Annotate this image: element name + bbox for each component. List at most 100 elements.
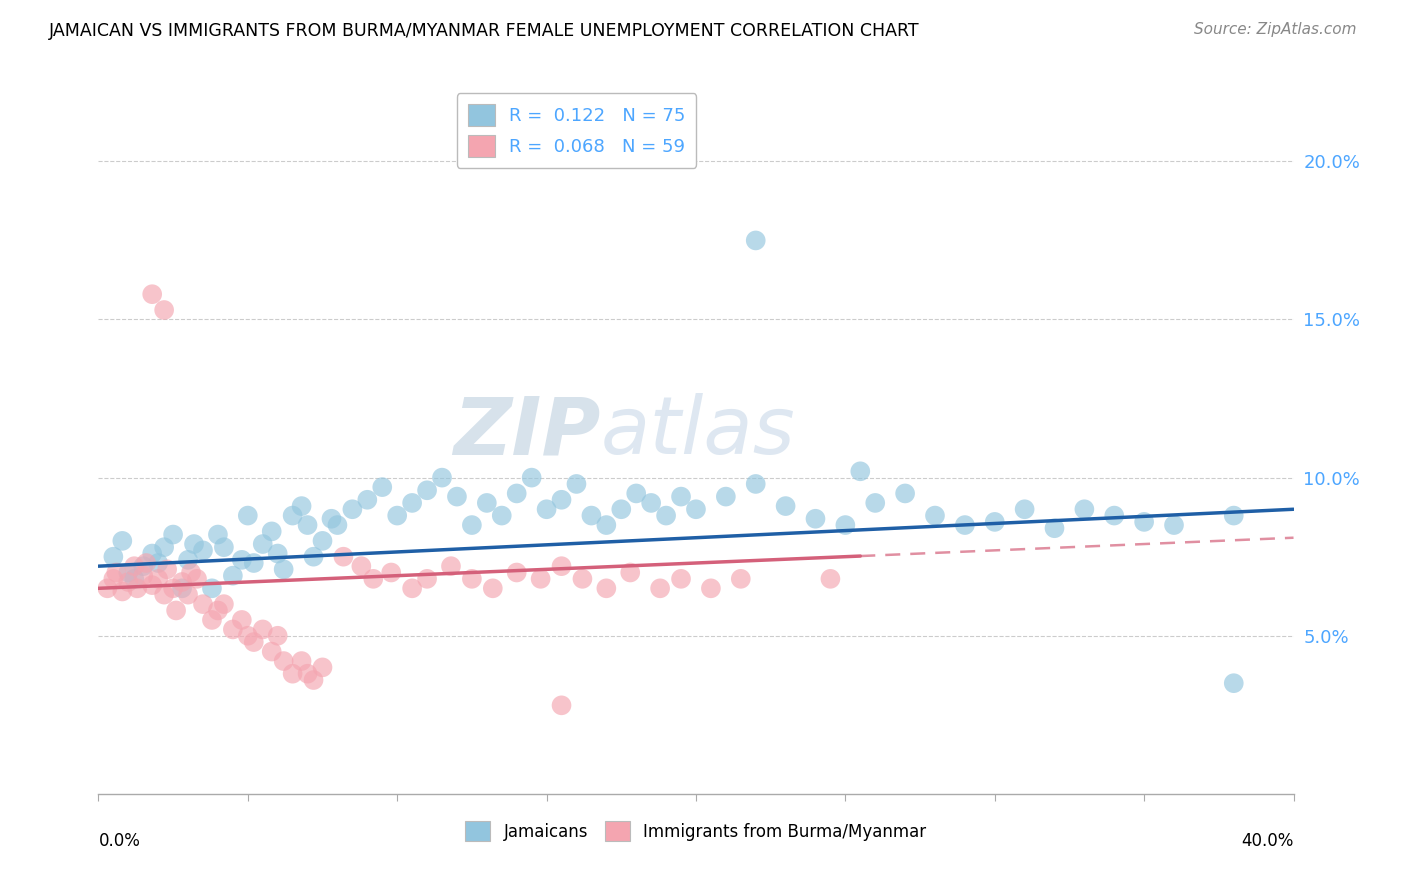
Point (326, 518, 349, 533)
Point (491, 508, 513, 523)
Point (222, 623, 245, 637)
Point (550, 698, 572, 713)
Point (291, 654, 314, 668)
Point (482, 582, 505, 596)
Point (669, 572, 692, 586)
Point (177, 553, 200, 567)
Point (430, 470, 453, 484)
Point (953, 518, 976, 533)
Point (281, 666, 304, 681)
Point (153, 588, 176, 602)
Point (132, 559, 155, 574)
Point (745, 477, 768, 491)
Point (260, 524, 283, 539)
Point (475, 496, 498, 510)
Point (1223, 508, 1246, 523)
Point (619, 566, 641, 580)
Text: 0.0%: 0.0% (98, 832, 141, 850)
Text: ZIP: ZIP (453, 393, 600, 471)
Point (640, 496, 662, 510)
Point (124, 572, 146, 586)
Point (191, 543, 214, 558)
Point (700, 582, 723, 596)
Point (461, 572, 484, 586)
Point (243, 635, 266, 649)
Point (536, 502, 558, 516)
Point (550, 492, 572, 507)
Point (153, 540, 176, 554)
Point (1223, 676, 1246, 690)
Point (236, 508, 259, 523)
Legend: Jamaicans, Immigrants from Burma/Myanmar: Jamaicans, Immigrants from Burma/Myanmar (458, 814, 934, 848)
Point (111, 533, 134, 548)
Point (380, 566, 402, 580)
Point (565, 477, 588, 491)
Point (363, 572, 385, 586)
Point (201, 613, 224, 627)
Point (924, 508, 946, 523)
Point (550, 559, 572, 574)
Point (162, 527, 184, 541)
Point (141, 287, 163, 301)
Point (172, 582, 194, 596)
Text: Source: ZipAtlas.com: Source: ZipAtlas.com (1194, 22, 1357, 37)
Point (401, 582, 423, 596)
Point (148, 556, 170, 570)
Point (834, 518, 856, 533)
Point (141, 547, 163, 561)
Point (135, 556, 157, 570)
Point (252, 537, 274, 551)
Point (103, 549, 125, 564)
Point (321, 512, 343, 526)
Point (201, 582, 224, 596)
Point (273, 562, 295, 576)
Point (207, 603, 229, 617)
Point (356, 492, 378, 507)
Point (291, 499, 314, 513)
Point (96, 582, 118, 596)
Point (416, 572, 439, 586)
Point (714, 490, 737, 504)
Point (281, 508, 304, 523)
Point (162, 582, 184, 596)
Point (506, 566, 529, 580)
Point (332, 549, 354, 564)
Point (172, 574, 194, 589)
Point (865, 496, 887, 510)
Point (124, 559, 146, 574)
Point (1043, 521, 1066, 535)
Point (117, 566, 139, 580)
Point (775, 499, 797, 513)
Point (530, 572, 553, 586)
Point (105, 566, 128, 580)
Point (207, 527, 229, 541)
Point (302, 673, 325, 687)
Point (311, 660, 333, 674)
Point (186, 572, 208, 586)
Point (141, 578, 163, 592)
Text: 40.0%: 40.0% (1241, 832, 1294, 850)
Point (595, 582, 617, 596)
Point (650, 582, 672, 596)
Point (669, 490, 692, 504)
Point (849, 464, 872, 478)
Point (252, 623, 274, 637)
Point (440, 559, 463, 574)
Point (117, 574, 139, 589)
Point (311, 533, 333, 548)
Point (984, 515, 1007, 529)
Point (385, 508, 409, 523)
Point (804, 512, 827, 526)
Point (581, 508, 603, 523)
Point (894, 486, 917, 500)
Point (626, 486, 648, 500)
Point (610, 502, 633, 516)
Point (655, 508, 678, 523)
Point (231, 613, 253, 627)
Point (132, 568, 155, 582)
Point (1133, 515, 1156, 529)
Point (371, 480, 394, 494)
Point (191, 597, 214, 611)
Point (730, 572, 752, 586)
Point (153, 303, 176, 318)
